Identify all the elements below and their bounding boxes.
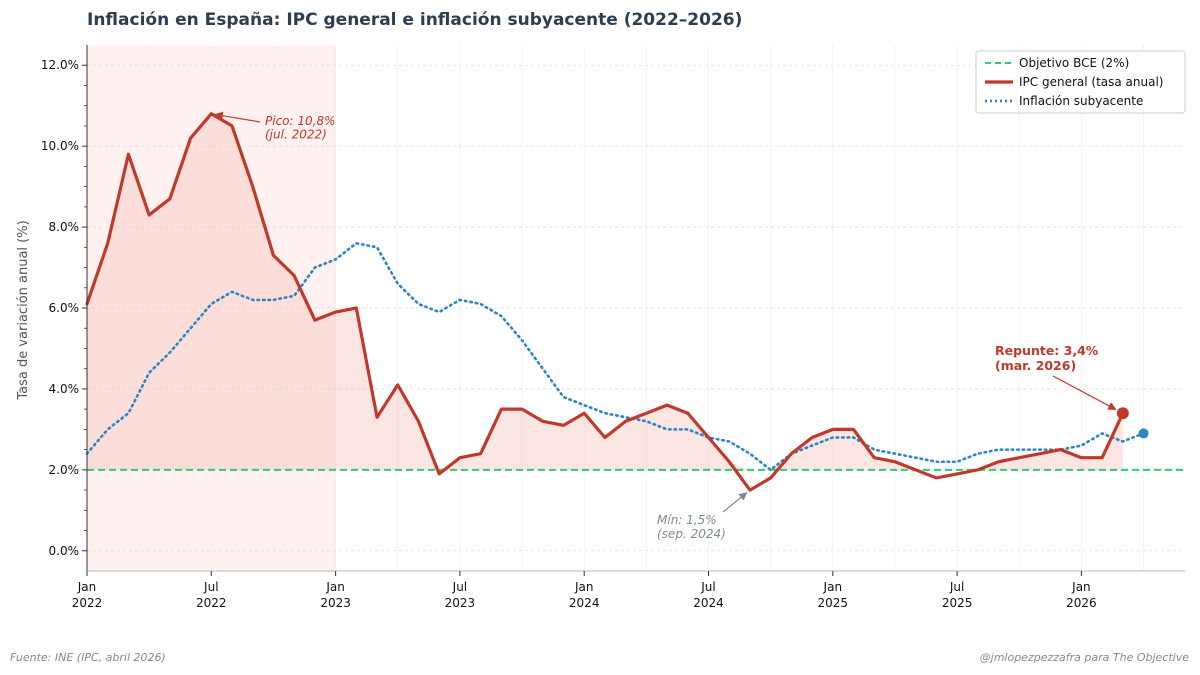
grid-lines [86, 45, 1185, 571]
x-tick-label-year: 2026 [1066, 596, 1097, 610]
annotation-min-text: Mín: 1,5% [657, 513, 717, 527]
ipc-general-line [85, 112, 1125, 492]
x-tick-label-month: Jul [452, 580, 467, 594]
annotation-peak-text: (jul. 2022) [265, 128, 327, 142]
x-tick-label-month: Jan [77, 580, 97, 594]
annotation-min-text: (sep. 2024) [657, 527, 726, 541]
annotation-rebound-text: Repunte: 3,4% [995, 343, 1099, 358]
core-last-point [1138, 428, 1149, 439]
ipc-area-fill [87, 113, 1123, 470]
y-tick-label: 8.0% [49, 220, 80, 234]
chart-title: Inflación en España: IPC general e infla… [87, 10, 742, 30]
annotation-rebound-arrow [1052, 375, 1117, 410]
y-tick-label: 10.0% [41, 139, 79, 153]
y-axis-label: Tasa de variación anual (%) [16, 220, 31, 400]
footer-credit: @jmlopezpezzafra para The Objective [980, 651, 1190, 664]
x-tick-label-month: Jul [203, 580, 218, 594]
x-tick-label-year: 2024 [693, 596, 724, 610]
x-tick-label-year: 2023 [320, 596, 351, 610]
annotations: Pico: 10,8%(jul. 2022) Mín: 1,5%(sep. 202… [214, 111, 1117, 541]
legend: Objetivo BCE (2%) IPC general (tasa anua… [975, 50, 1186, 114]
legend-entry-reference: Objetivo BCE (2%) [1019, 56, 1129, 70]
x-tick-label-month: Jul [700, 580, 715, 594]
y-tick-label: 2.0% [49, 463, 80, 477]
x-tick-label-year: 2025 [942, 596, 973, 610]
x-tick-label-month: Jan [325, 580, 345, 594]
footer-source: Fuente: INE (IPC, abril 2026) [10, 651, 166, 664]
series-lines [85, 112, 1149, 492]
y-tick-label: 0.0% [49, 544, 80, 558]
legend-box [975, 50, 1186, 114]
y-tick-label: 12.0% [41, 58, 79, 72]
x-tick-label-year: 2022 [196, 596, 227, 610]
x-tick-label-year: 2025 [818, 596, 849, 610]
x-tick-label-month: Jul [949, 580, 964, 594]
x-tick-label-month: Jan [823, 580, 843, 594]
ipc-last-point [1116, 407, 1129, 420]
core-inflation-line [85, 241, 1145, 472]
legend-entry-ipc: IPC general (tasa anual) [1019, 75, 1164, 89]
axes: 0.0% 2.0% 4.0% 6.0% 8.0% 10.0% 12.0% Jan 2022 Jul… [41, 45, 1185, 610]
x-tick-label-month: Jan [574, 580, 594, 594]
area-fills [87, 113, 1123, 470]
x-tick-label-year: 2022 [72, 596, 103, 610]
x-tick-label-year: 2024 [569, 596, 600, 610]
annotation-peak-arrow [214, 111, 261, 123]
annotation-peak-text: Pico: 10,8% [265, 114, 336, 128]
x-tick-label-year: 2023 [445, 596, 476, 610]
y-tick-label: 6.0% [49, 301, 80, 315]
legend-entry-core: Inflación subyacente [1019, 94, 1143, 108]
annotation-rebound-text: (mar. 2026) [995, 358, 1076, 373]
annotation-min-arrow [722, 492, 748, 513]
x-tick-label-month: Jan [1071, 580, 1091, 594]
y-tick-label: 4.0% [49, 382, 80, 396]
